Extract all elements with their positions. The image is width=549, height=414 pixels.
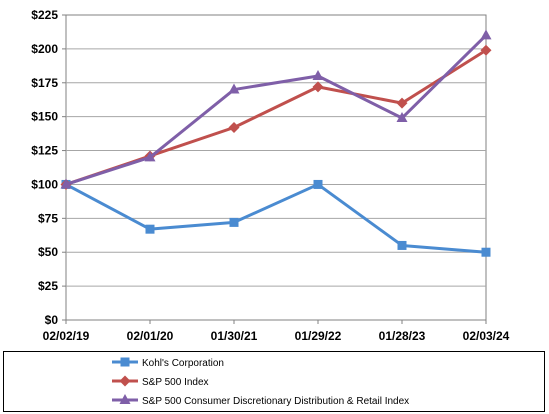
legend-item: S&P 500 Index <box>112 375 209 388</box>
x-tick-label: 01/29/22 <box>295 329 342 343</box>
legend-label: Kohl's Corporation <box>142 358 224 369</box>
diamond-marker <box>396 97 408 109</box>
y-axis: $0 $25 $50 $75 $100 $125 $150 $175 $200 $225 <box>31 8 66 327</box>
series-3 <box>60 29 492 189</box>
diamond-marker <box>228 122 240 134</box>
legend-item: Kohl's Corporation <box>112 357 224 369</box>
y-tick-label: $75 <box>38 211 58 225</box>
x-tick-label: 01/30/21 <box>211 329 258 343</box>
square-marker <box>120 357 130 367</box>
x-axis: 02/02/19 02/01/20 01/30/21 01/29/22 01/28/23… <box>43 320 510 343</box>
triangle-marker <box>119 394 131 404</box>
x-tick-label: 02/03/24 <box>463 329 510 343</box>
series-line <box>65 34 488 186</box>
triangle-marker <box>312 70 324 80</box>
plot-frame <box>65 14 487 321</box>
legend-box <box>3 351 545 412</box>
y-tick-label: $225 <box>31 8 58 22</box>
diamond-marker <box>480 44 492 56</box>
square-marker <box>229 217 239 227</box>
legend-label: S&P 500 Index <box>142 377 209 388</box>
diamond-marker <box>119 375 131 387</box>
triangle-marker <box>60 178 72 189</box>
legend-item: S&P 500 Consumer Discretionary Distribut… <box>112 394 409 407</box>
x-tick-label: 02/01/20 <box>127 329 174 343</box>
y-tick-label: $50 <box>38 245 58 259</box>
square-marker <box>145 224 155 234</box>
x-tick-label: 02/02/19 <box>43 329 90 343</box>
square-marker <box>397 240 407 250</box>
diamond-marker <box>312 81 324 93</box>
x-tick-label: 01/28/23 <box>379 329 426 343</box>
square-marker <box>481 247 491 257</box>
triangle-marker <box>228 83 240 94</box>
y-tick-label: $125 <box>31 144 58 158</box>
series-line <box>65 182 487 254</box>
y-tick-label: $0 <box>45 313 59 327</box>
y-tick-label: $175 <box>31 76 58 90</box>
plot-area <box>65 14 487 321</box>
y-tick-label: $150 <box>31 110 58 124</box>
y-tick-label: $200 <box>31 42 58 56</box>
triangle-marker <box>144 151 156 162</box>
y-tick-label: $100 <box>31 177 58 191</box>
triangle-marker <box>480 29 492 40</box>
legend: Kohl's Corporation S&P 500 Index S&P 500 C… <box>3 351 545 412</box>
legend-label: S&P 500 Consumer Discretionary Distribut… <box>142 396 409 407</box>
gridlines <box>66 48 486 287</box>
square-marker <box>313 179 323 189</box>
y-tick-label: $25 <box>38 279 58 293</box>
series-layer <box>60 29 492 257</box>
triangle-marker <box>396 112 408 123</box>
